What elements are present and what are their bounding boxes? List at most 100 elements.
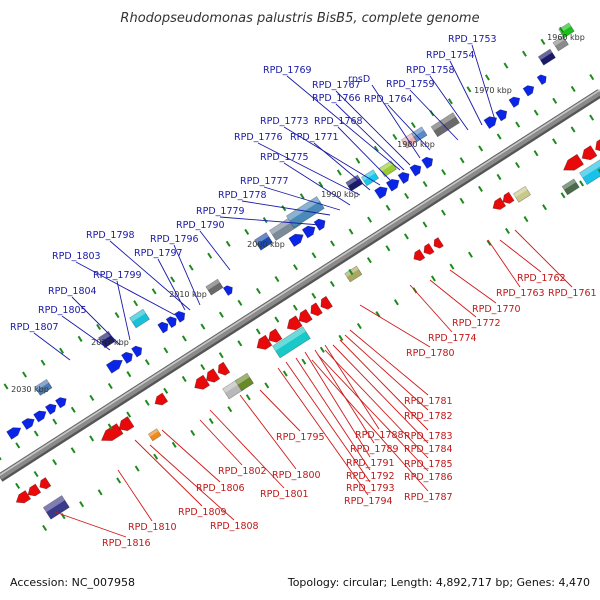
tick-label: 1980 kbp [397,140,435,149]
scale-tick [79,501,85,508]
lower-leader-line [514,229,573,288]
lower-leader-line [161,429,221,483]
scale-tick [330,240,335,247]
lower-leader-line [499,239,542,273]
forward-gene-11 [174,310,186,323]
forward-gene-3 [33,410,47,423]
scale-tick [52,459,58,466]
lower-gene-label: RPD_1770 [472,304,521,315]
feature-block-22-body [579,158,600,186]
lower-leader-line [349,329,429,396]
feature-block-14-shine [345,175,360,187]
scale-tick [153,453,159,460]
lower-leader-line [295,357,371,471]
scale-tick [208,417,214,425]
scale-tick [311,252,317,259]
lower-gene-label: RPD_1802 [218,466,267,477]
forward-gene-7 [120,351,133,364]
forward-gene-24 [522,85,535,97]
reverse-gene-12 [286,315,303,331]
forward-gene-4 [44,403,57,415]
forward-gene-22 [495,109,508,122]
reverse-gene-1 [15,490,32,504]
scale-tick [375,311,381,318]
upper-gene-label: RPD_1767 [312,80,361,91]
scale-tick [385,245,391,252]
lower-leader-line [317,354,429,472]
scale-tick [503,62,509,69]
feature-block-2-shine [34,379,49,391]
feature-block-3-body [147,428,162,442]
feature-block-20-shine [513,186,528,198]
scale-tick [515,121,521,128]
feature-block-5-body [129,308,150,329]
lower-leader-line [359,304,431,348]
feature-block-1-shine [43,495,65,513]
scale-tick [33,430,39,437]
scale-tick [348,228,354,235]
feature-block-10 [253,232,274,251]
feature-block-10-shine [254,232,269,245]
scale-tick [207,252,213,259]
lower-gene-label: RPD_1791 [346,458,395,469]
scale-tick [373,145,379,152]
reverse-gene-17 [423,243,435,255]
upper-gene-label: RPD_1790 [176,220,225,231]
lower-gene-label: RPD_1781 [404,396,453,407]
feature-block-14-body [345,174,364,192]
scale-tick [70,447,76,454]
lower-gene-label: RPD_1782 [404,411,453,422]
upper-gene-label: RPD_1759 [386,79,435,90]
feature-block-16 [378,160,397,178]
scale-tick [478,185,483,192]
scale-tick [262,216,268,224]
scale-tick [163,347,169,354]
scale-tick [422,180,428,188]
forward-gene-23 [508,96,521,108]
scale-tick [42,524,48,532]
scale-tick [227,406,233,413]
scale-tick [522,50,527,57]
upper-leader-line [61,315,111,351]
reverse-gene-9 [217,361,231,376]
feature-block-21 [561,178,580,196]
scale-tick [170,276,176,283]
forward-gene-21 [483,116,498,129]
genome-title: Rhodopseudomonas palustris BisB5, comple… [120,11,479,26]
scale-tick [589,74,595,81]
scale-tick [218,352,224,359]
reverse-gene-13 [298,308,313,324]
feature-block-9-body [272,326,311,359]
lower-gene-label: RPD_1806 [196,483,245,494]
forward-gene-14 [301,225,316,239]
upper-leader-line [286,75,401,171]
upper-leader-line [263,186,341,211]
reverse-gene-14 [310,302,323,317]
upper-gene-label: RPD_1777 [240,176,289,187]
feature-block-12 [285,196,325,229]
scale-tick [274,276,280,283]
feature-block-5-shine [129,309,146,322]
scale-tick [89,435,95,442]
reverse-gene-18 [433,237,444,249]
topology-text: Topology: circular; Length: 4,892,717 bp… [287,576,590,589]
scale-tick [97,489,103,496]
scale-tick [116,477,122,484]
lower-gene-label: RPD_1762 [517,273,566,284]
scale-tick [188,264,194,271]
feature-block-8-body [205,278,224,296]
scale-tick [552,138,558,145]
feature-block-16-shine [379,160,394,172]
upper-gene-label: RPD_1799 [93,270,142,281]
reverse-gene-23 [595,137,600,153]
scale-tick [403,233,409,240]
upper-leader-line [199,230,231,271]
scale-tick [552,97,558,104]
upper-leader-line [335,90,411,166]
lower-gene-label: RPD_1783 [404,431,453,442]
lower-leader-line [339,339,429,431]
feature-block-10-body [253,232,274,251]
scale-tick [329,280,335,287]
lower-leader-line [199,419,243,466]
reverse-gene-20 [502,191,515,204]
